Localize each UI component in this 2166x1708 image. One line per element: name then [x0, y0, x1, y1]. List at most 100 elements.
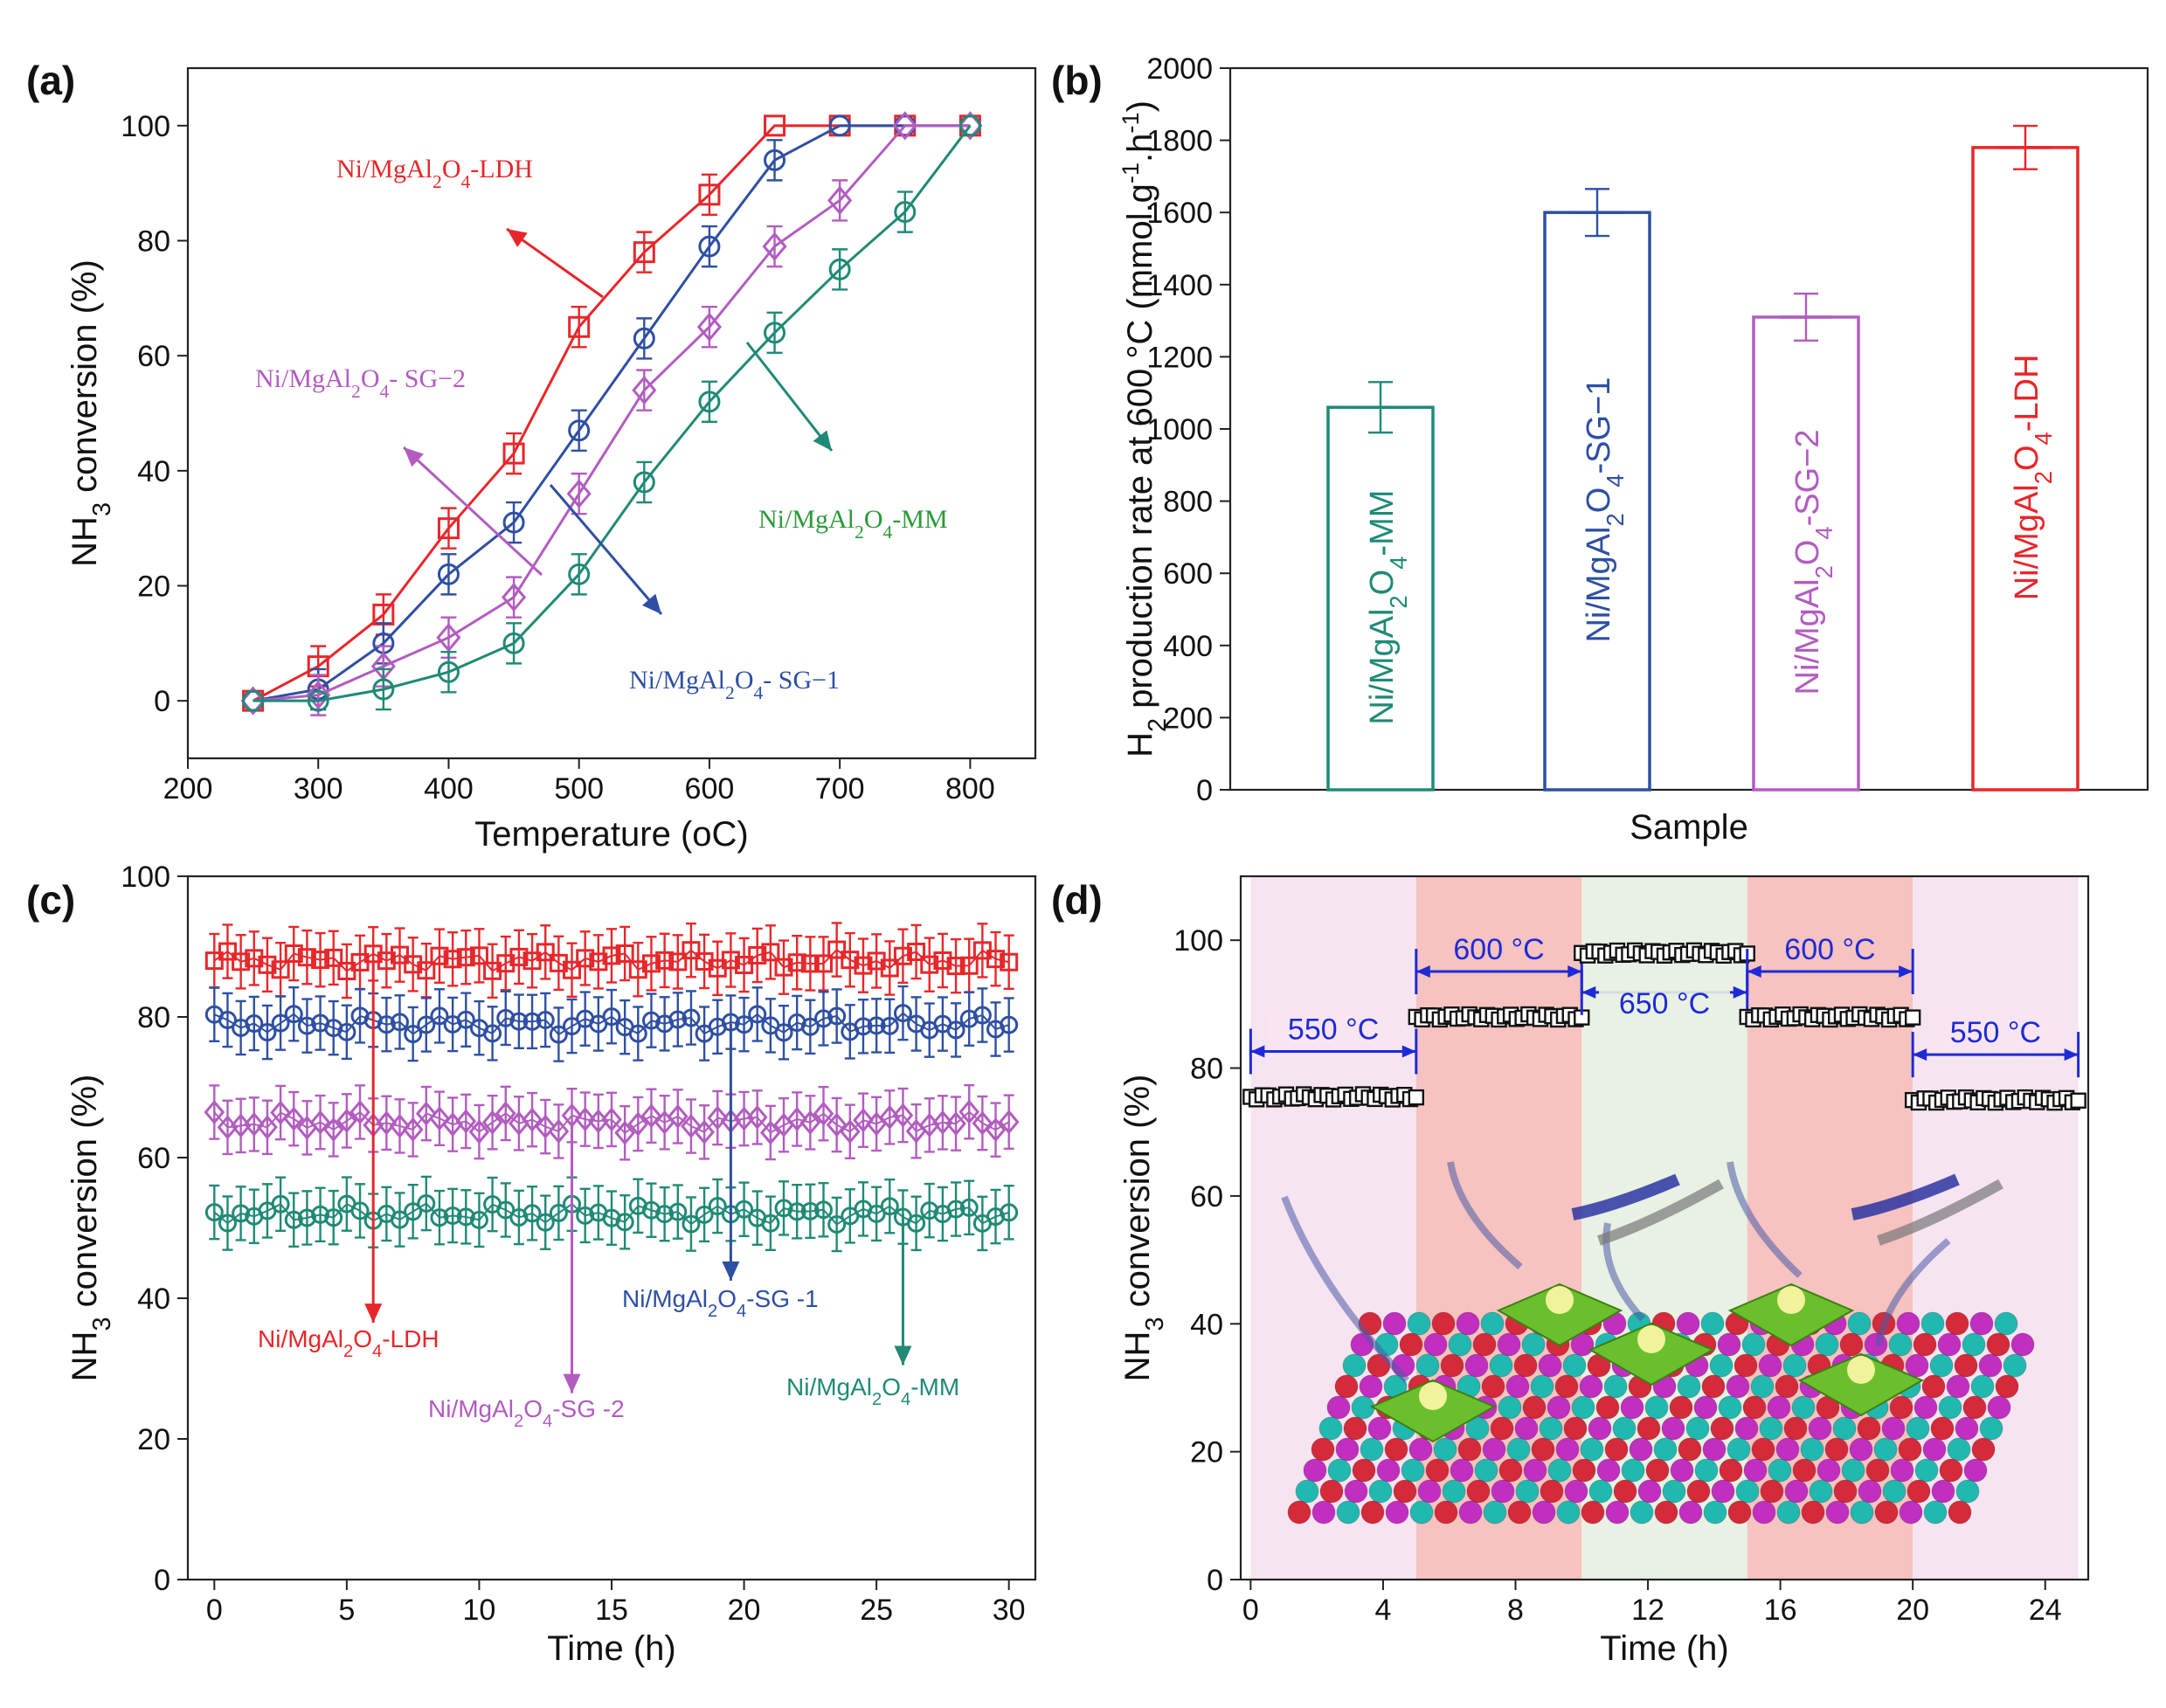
panel-a-point: [764, 114, 786, 137]
panel-a-point: [566, 479, 592, 508]
panel-d-lattice-atom: [1677, 1374, 1701, 1399]
panel-d-lattice-atom: [1326, 1395, 1351, 1420]
panel-c-point: [549, 1025, 568, 1044]
panel-d-lattice-atom: [1515, 1479, 1540, 1504]
panel-c-point: [536, 943, 555, 962]
panel-d-active-site: [1847, 1356, 1875, 1384]
panel-c-point: [549, 1203, 568, 1222]
panel-d-lattice-atom: [1987, 1395, 2011, 1420]
panel-a-point: [306, 680, 331, 710]
panel-a-series-line: [253, 124, 972, 702]
panel-c-point: [218, 1011, 237, 1030]
panel-d-active-site: [1546, 1286, 1574, 1314]
panel-d-label-bg: [1764, 930, 1896, 966]
panel-a-point: [762, 232, 787, 261]
panel-d-lattice-atom: [1995, 1374, 2019, 1399]
panel-c-point: [827, 940, 847, 959]
panel-d-gas-trail: [1727, 1161, 1803, 1278]
panel-a-point: [437, 660, 460, 683]
panel-a-annotation: Ni/MgAl2O4- SG−1: [629, 666, 840, 703]
panel-c-point: [496, 1008, 516, 1027]
panel-c-annotation: Ni/MgAl2O4-SG -1: [622, 1285, 819, 1321]
panel-d-lattice-atom: [1581, 1500, 1605, 1525]
panel-d-lattice-atom: [1382, 1311, 1407, 1336]
panel-c-point: [748, 945, 767, 965]
panel-d-lattice-atom: [1497, 1332, 1521, 1357]
panel-c-point: [509, 1012, 529, 1031]
panel-b-ytick-label: 400: [1163, 630, 1213, 663]
panel-d-lattice-atom: [1906, 1416, 1930, 1441]
panel-c-point: [377, 1015, 396, 1034]
panel-d-lattice-atom: [1603, 1374, 1628, 1399]
panel-d-lattice-atom: [1399, 1332, 1423, 1357]
panel-d-lattice-atom: [1344, 1479, 1368, 1504]
panel-d-lattice-atom: [1637, 1479, 1662, 1504]
panel-d-lattice-atom: [1343, 1416, 1367, 1441]
panel-c-xtick-label: 25: [860, 1594, 893, 1627]
panel-c-annotation: Ni/MgAl2O4-MM: [786, 1373, 959, 1409]
panel-b-ylabel: H2 production rate at 600 °C (mmol.g-1.h…: [1117, 100, 1173, 757]
panel-c-point: [218, 942, 237, 961]
panel-c-point: [735, 956, 754, 975]
panel-d-lattice-atom: [1376, 1458, 1401, 1483]
panel-d-lattice-atom: [1440, 1353, 1464, 1378]
panel-a-point: [698, 235, 721, 258]
panel-d-lattice-atom: [1969, 1311, 1994, 1336]
panel-c-xtick-label: 5: [338, 1594, 355, 1627]
panel-d-range-arrow-head: [1733, 985, 1747, 999]
panel-c-point: [284, 944, 303, 964]
panel-c-point: [404, 955, 423, 974]
panel-b-bar: [1752, 315, 1860, 792]
panel-d-lattice-atom: [1898, 1437, 1922, 1462]
panel-d-lattice-atom: [1596, 1458, 1621, 1483]
panel-d-lattice-atom: [1700, 1311, 1725, 1336]
panel-d-lattice-atom: [1629, 1437, 1653, 1462]
panel-c-point: [284, 1210, 303, 1229]
panel-c-point: [827, 1006, 847, 1026]
panel-c-point: [907, 1214, 926, 1233]
panel-a-point: [502, 442, 525, 465]
panel-d-lattice-atom: [1489, 1353, 1513, 1378]
panel-d-lattice-atom: [1311, 1437, 1335, 1462]
panel-b-bar: [1543, 211, 1651, 792]
panel-d-lattice-atom: [1751, 1437, 1775, 1462]
panel-a-xtick-label: 700: [815, 772, 865, 806]
panel-c-point: [204, 1100, 225, 1125]
panel-c-point: [893, 1004, 912, 1023]
panel-d-lattice-atom: [1962, 1332, 1986, 1357]
panel-c-point: [576, 1206, 595, 1225]
panel-a-point: [696, 312, 722, 342]
panel-d-lattice-atom: [1522, 1395, 1547, 1420]
panel-d-lattice-atom: [1847, 1311, 1872, 1336]
panel-d-lattice-atom: [1562, 1353, 1587, 1378]
panel-d-lattice-atom: [1906, 1479, 1931, 1504]
panel-d-lattice-atom: [1588, 1416, 1612, 1441]
panel-a-point: [827, 185, 853, 216]
panel-c-point: [324, 948, 343, 967]
panel-c-point: [892, 1103, 914, 1128]
panel-d-lattice-atom: [1368, 1479, 1393, 1504]
panel-d-lattice-atom: [1986, 1332, 2010, 1357]
panel-d-range-arrow-head: [1581, 985, 1596, 999]
panel-d-lattice-atom: [1800, 1437, 1824, 1462]
panel-d-lattice-atom: [1540, 1479, 1564, 1504]
panel-d-lattice-atom: [1694, 1458, 1719, 1483]
panel-c-point: [681, 1114, 702, 1139]
panel-c-point: [668, 952, 688, 972]
panel-c-xtick-label: 0: [206, 1594, 223, 1627]
panel-a-ytick-label: 40: [137, 455, 170, 488]
panel-a-series-line: [252, 124, 971, 702]
panel-d-lattice-atom: [1547, 1395, 1571, 1420]
panel-d-lattice-atom: [1385, 1500, 1409, 1525]
panel-c-point: [826, 1112, 848, 1138]
panel-c-point: [483, 1024, 502, 1043]
panel-d-lattice-atom: [1407, 1311, 1431, 1336]
panel-d-lattice-atom: [1530, 1374, 1554, 1399]
panel-d-lattice-atom: [1678, 1437, 1702, 1462]
panel-d-ylabel: NH3 conversion (%): [1118, 1075, 1169, 1382]
panel-c-point: [481, 1110, 503, 1135]
panel-b-bar-label: Ni/MgAl2O4-SG−2: [1789, 430, 1837, 695]
panel-c-point: [430, 946, 449, 965]
panel-c-point: [721, 951, 740, 970]
